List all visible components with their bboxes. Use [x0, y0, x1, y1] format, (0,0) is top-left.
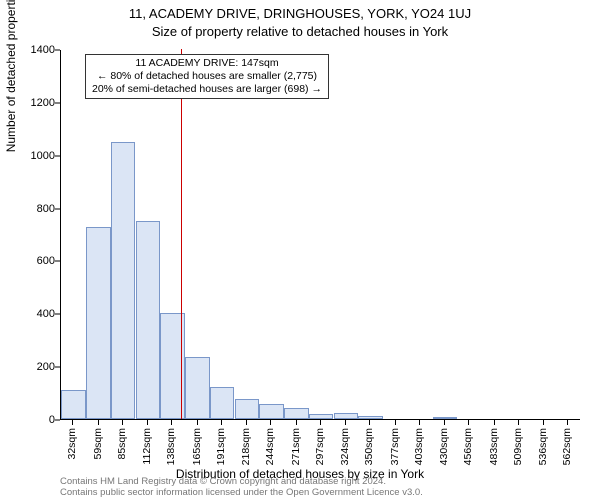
x-tick-mark [518, 420, 519, 425]
x-tick-label: 297sqm [314, 428, 326, 474]
y-tick-mark [55, 102, 60, 103]
page-title: 11, ACADEMY DRIVE, DRINGHOUSES, YORK, YO… [0, 6, 600, 21]
y-tick-mark [55, 420, 60, 421]
x-tick-mark [171, 420, 172, 425]
histogram-bar [259, 404, 284, 419]
x-tick-mark [72, 420, 73, 425]
y-tick-label: 0 [15, 414, 55, 426]
x-tick-mark [320, 420, 321, 425]
y-tick-label: 600 [15, 255, 55, 267]
histogram-bar [111, 142, 136, 420]
histogram-bar [358, 416, 383, 419]
y-tick-mark [55, 208, 60, 209]
footnote-line2: Contains public sector information licen… [60, 488, 423, 498]
page-subtitle: Size of property relative to detached ho… [0, 24, 600, 39]
y-tick-label: 800 [15, 203, 55, 215]
histogram-bar [334, 413, 359, 419]
y-tick-mark [55, 155, 60, 156]
histogram-plot [60, 50, 580, 420]
x-tick-label: 271sqm [290, 428, 302, 474]
x-tick-label: 509sqm [512, 428, 524, 474]
x-tick-mark [122, 420, 123, 425]
x-tick-mark [270, 420, 271, 425]
reference-line [181, 49, 182, 419]
callout-line3: 20% of semi-detached houses are larger (… [92, 83, 322, 96]
y-tick-label: 400 [15, 308, 55, 320]
x-tick-mark [345, 420, 346, 425]
x-tick-mark [98, 420, 99, 425]
x-tick-mark [395, 420, 396, 425]
x-tick-label: 59sqm [92, 428, 104, 474]
x-tick-label: 403sqm [413, 428, 425, 474]
histogram-bar [61, 390, 86, 419]
x-tick-mark [543, 420, 544, 425]
x-tick-mark [419, 420, 420, 425]
y-tick-label: 1200 [15, 97, 55, 109]
x-tick-label: 191sqm [215, 428, 227, 474]
x-tick-label: 350sqm [363, 428, 375, 474]
x-tick-mark [444, 420, 445, 425]
histogram-bar [136, 221, 161, 419]
y-tick-mark [55, 261, 60, 262]
callout-line1: 11 ACADEMY DRIVE: 147sqm [92, 57, 322, 70]
y-tick-label: 200 [15, 361, 55, 373]
callout-box: 11 ACADEMY DRIVE: 147sqm ← 80% of detach… [85, 54, 329, 99]
x-tick-label: 32sqm [66, 428, 78, 474]
histogram-bar [86, 227, 111, 419]
y-tick-mark [55, 367, 60, 368]
histogram-bar [433, 417, 458, 419]
footnote-line1: Contains HM Land Registry data © Crown c… [60, 477, 423, 487]
histogram-bar [185, 357, 210, 419]
x-tick-mark [221, 420, 222, 425]
x-tick-mark [567, 420, 568, 425]
x-tick-label: 430sqm [438, 428, 450, 474]
x-tick-mark [296, 420, 297, 425]
x-tick-mark [494, 420, 495, 425]
x-tick-label: 483sqm [488, 428, 500, 474]
y-tick-label: 1000 [15, 150, 55, 162]
x-tick-label: 562sqm [561, 428, 573, 474]
footnote: Contains HM Land Registry data © Crown c… [60, 477, 423, 498]
x-tick-label: 138sqm [165, 428, 177, 474]
histogram-bar [210, 387, 235, 419]
histogram-bar [309, 414, 334, 419]
y-axis-label: Number of detached properties [4, 0, 18, 152]
x-tick-mark [197, 420, 198, 425]
histogram-bar [284, 408, 309, 419]
callout-line2: ← 80% of detached houses are smaller (2,… [92, 70, 322, 83]
x-tick-label: 324sqm [339, 428, 351, 474]
y-tick-mark [55, 314, 60, 315]
x-tick-mark [246, 420, 247, 425]
histogram-bar [235, 399, 260, 419]
x-tick-label: 165sqm [191, 428, 203, 474]
x-tick-mark [369, 420, 370, 425]
x-tick-label: 85sqm [116, 428, 128, 474]
x-tick-mark [147, 420, 148, 425]
x-tick-label: 218sqm [240, 428, 252, 474]
y-tick-label: 1400 [15, 44, 55, 56]
y-tick-mark [55, 50, 60, 51]
x-tick-label: 112sqm [141, 428, 153, 474]
x-tick-mark [468, 420, 469, 425]
x-tick-label: 536sqm [537, 428, 549, 474]
x-tick-label: 377sqm [389, 428, 401, 474]
x-tick-label: 244sqm [264, 428, 276, 474]
x-tick-label: 456sqm [462, 428, 474, 474]
